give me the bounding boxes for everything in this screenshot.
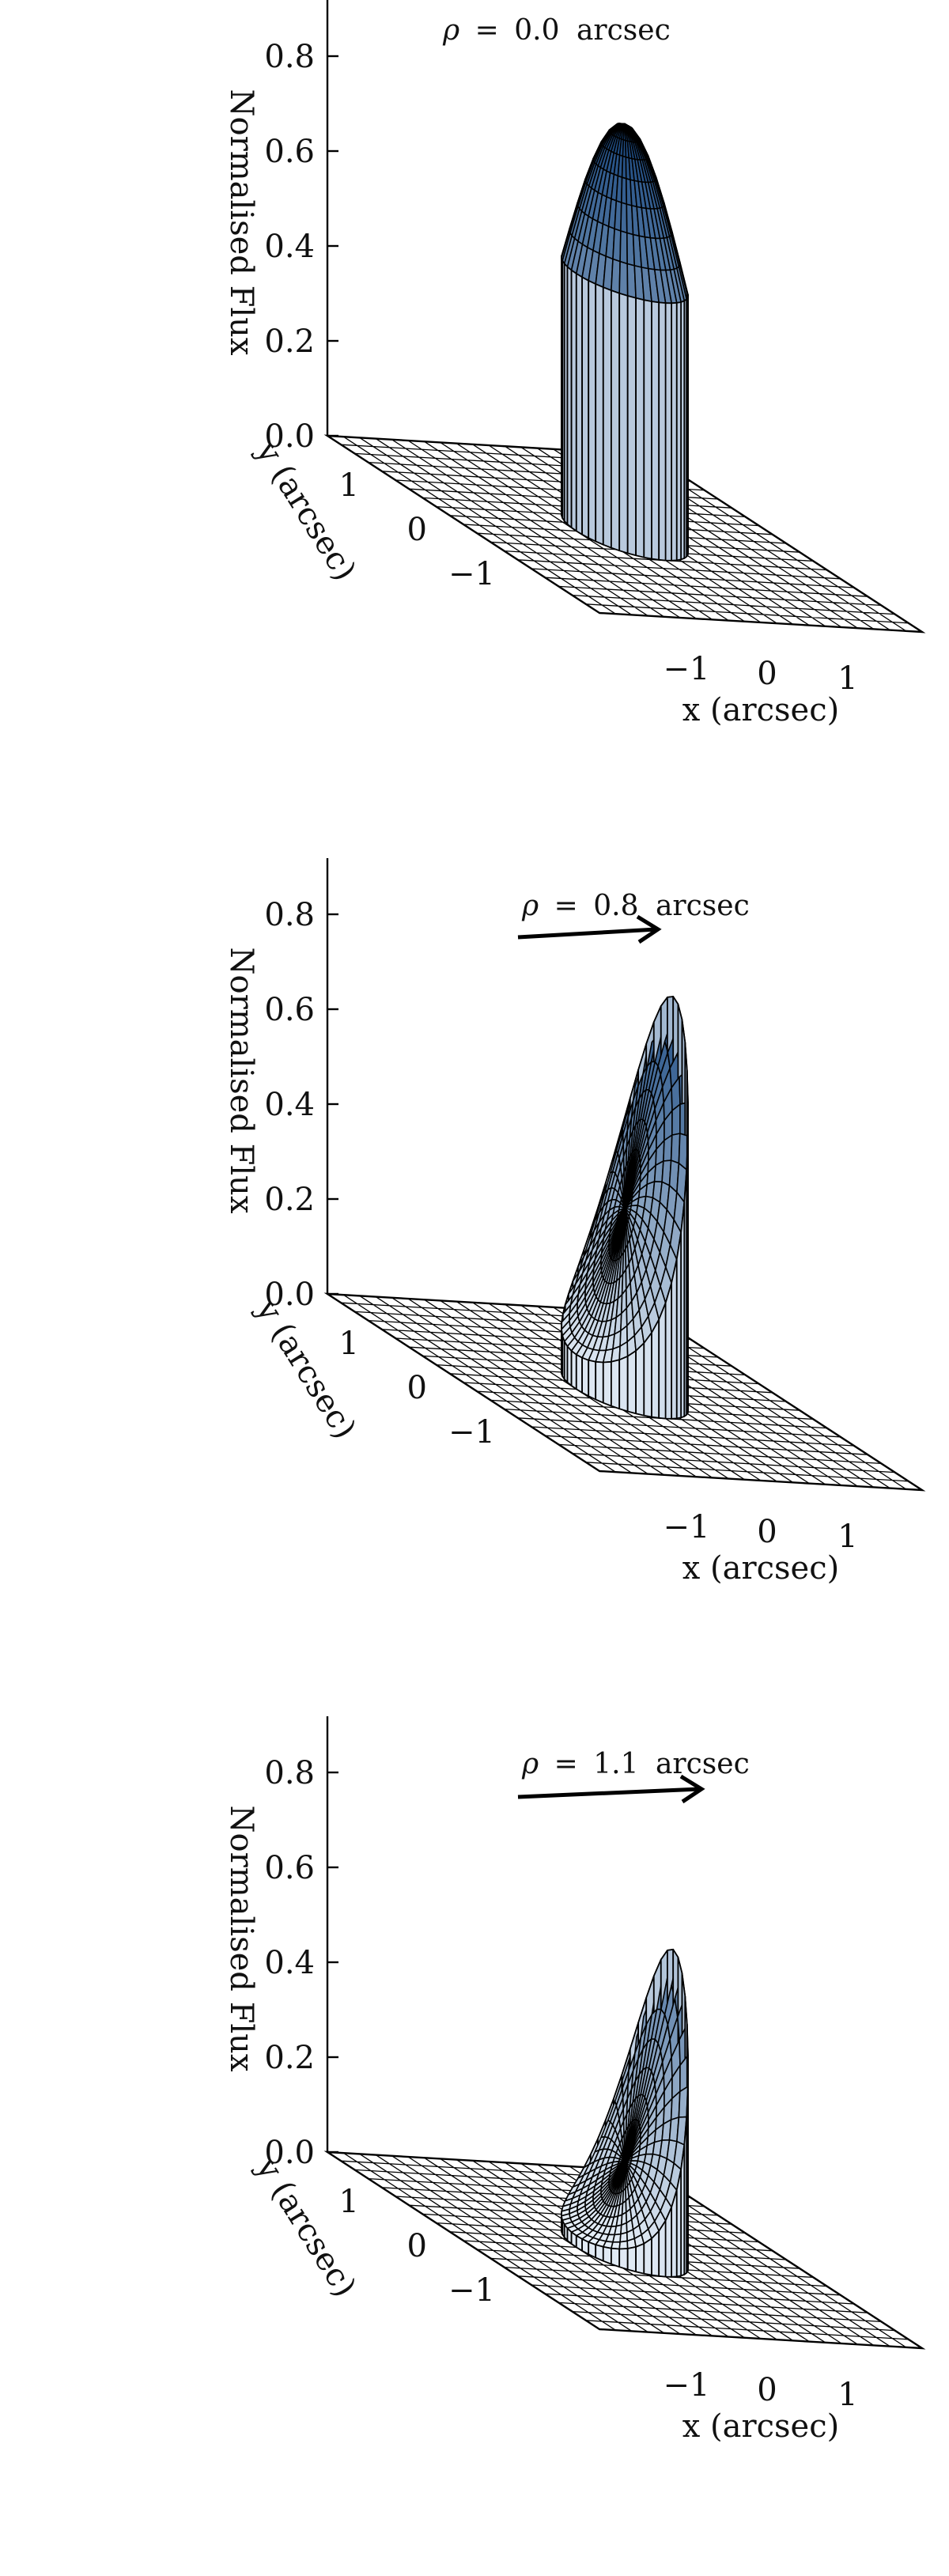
z-tick-label: 0.8	[264, 897, 315, 933]
chart-panel-2: 0.00.20.40.60.81.0 Normalised Flux −101 …	[0, 858, 949, 1716]
z-axis-label: Normalised Flux	[223, 948, 259, 1214]
y-axis-label: y (arcsec)	[248, 1292, 363, 1446]
x-tick-label: −1	[664, 651, 710, 687]
z-axis-label: Normalised Flux	[223, 1806, 259, 2072]
surface-mesh	[561, 123, 689, 562]
x-tick-labels: −1 0 1	[664, 1509, 858, 1555]
z-tick-label: 0.0	[264, 1277, 315, 1313]
y-axis-label: y (arcsec)	[248, 434, 363, 588]
z-axis-label: Normalised Flux	[223, 89, 259, 356]
x-tick-label: 1	[837, 660, 857, 697]
x-axis-label: x (arcsec)	[682, 1550, 839, 1587]
rho-equals: =	[554, 890, 578, 922]
z-tick-label: 0.4	[264, 1087, 315, 1123]
y-tick-label: −1	[448, 2272, 495, 2309]
rho-symbol: ρ	[521, 1748, 539, 1780]
z-tick-label: 0.8	[264, 1755, 315, 1791]
rho-equals: =	[475, 14, 499, 47]
y-tick-label: 0	[407, 2228, 427, 2264]
rho-symbol: ρ	[442, 14, 459, 47]
y-tick-label: −1	[448, 1414, 495, 1451]
rho-value: 0.8	[593, 890, 638, 922]
rho-annotation: ρ = 1.1 arcsec	[517, 1748, 750, 1804]
svg-text:ρ = 1.1: ρ = 1.1 arcsec	[521, 1748, 750, 1780]
x-tick-label: 0	[757, 656, 777, 692]
y-tick-labels: 1 0 −1	[339, 467, 495, 592]
rho-equals: =	[554, 1748, 578, 1780]
surface-mesh	[561, 996, 689, 1420]
chart-panel-3: 0.00.20.40.60.81.0 Normalised Flux −101 …	[0, 1716, 949, 2574]
y-tick-label: 0	[407, 1370, 427, 1406]
z-tick-label: 0.0	[264, 2135, 315, 2171]
rho-unit: arcsec	[656, 890, 750, 922]
y-tick-label: 1	[339, 2184, 359, 2220]
x-tick-labels: −1 0 1	[664, 2367, 858, 2413]
z-tick-label: 0.8	[264, 39, 315, 75]
x-tick-label: 0	[757, 2372, 777, 2408]
z-axis: 0.00.20.40.60.81.0	[264, 858, 338, 1313]
x-tick-labels: −1 0 1	[664, 651, 858, 697]
z-tick-label: 0.6	[264, 134, 315, 170]
svg-text:ρ = 0.8: ρ = 0.8 arcsec	[521, 890, 750, 922]
rho-symbol: ρ	[521, 890, 539, 922]
z-tick-label: 0.2	[264, 1182, 315, 1218]
svg-text:ρ = 0.0: ρ = 0.0 arcsec	[442, 14, 671, 47]
rho-value: 0.0	[514, 14, 559, 47]
x-axis-label: x (arcsec)	[682, 692, 839, 728]
y-tick-label: −1	[448, 556, 495, 592]
x-tick-label: 0	[757, 1514, 777, 1550]
surface-plot-3: 0.00.20.40.60.81.0 Normalised Flux −101 …	[223, 1716, 926, 2445]
rho-value: 1.1	[593, 1748, 638, 1780]
surface-plot-1: 0.00.20.40.60.81.0 Normalised Flux −101 …	[223, 0, 926, 728]
x-axis-label: x (arcsec)	[682, 2408, 839, 2445]
z-tick-label: 0.4	[264, 229, 315, 265]
rho-arrow	[517, 927, 657, 940]
y-tick-label: 1	[339, 1326, 359, 1362]
surface-mesh	[561, 1948, 689, 2278]
z-tick-label: 0.6	[264, 1850, 315, 1886]
rho-unit: arcsec	[577, 14, 671, 47]
z-tick-label: 0.4	[264, 1945, 315, 1981]
rho-arrow-head	[636, 914, 662, 944]
y-tick-label: 1	[339, 467, 359, 504]
y-tick-labels: 1 0 −1	[339, 1326, 495, 1451]
surface-plot-2: 0.00.20.40.60.81.0 Normalised Flux −101 …	[223, 858, 926, 1587]
rho-arrow-head	[679, 1774, 705, 1804]
y-tick-label: 0	[407, 512, 427, 548]
y-axis-label: y (arcsec)	[248, 2150, 363, 2304]
z-tick-label: 0.6	[264, 992, 315, 1028]
rho-annotation: ρ = 0.8 arcsec	[517, 890, 750, 944]
z-tick-label: 0.2	[264, 323, 315, 360]
x-tick-label: 1	[837, 1519, 857, 1555]
z-tick-label: 0.0	[264, 418, 315, 455]
rho-annotation: ρ = 0.0 arcsec	[442, 14, 671, 47]
z-axis: 0.00.20.40.60.81.0	[264, 1716, 338, 2171]
z-tick-label: 0.2	[264, 2040, 315, 2076]
chart-panel-1: 0.00.20.40.60.81.0 Normalised Flux −101 …	[0, 0, 949, 858]
y-tick-labels: 1 0 −1	[339, 2184, 495, 2309]
z-axis: 0.00.20.40.60.81.0	[264, 0, 338, 455]
rho-unit: arcsec	[656, 1748, 750, 1780]
x-tick-label: −1	[664, 2367, 710, 2404]
x-tick-label: 1	[837, 2377, 857, 2413]
x-tick-label: −1	[664, 1509, 710, 1545]
rho-arrow	[517, 1787, 701, 1799]
